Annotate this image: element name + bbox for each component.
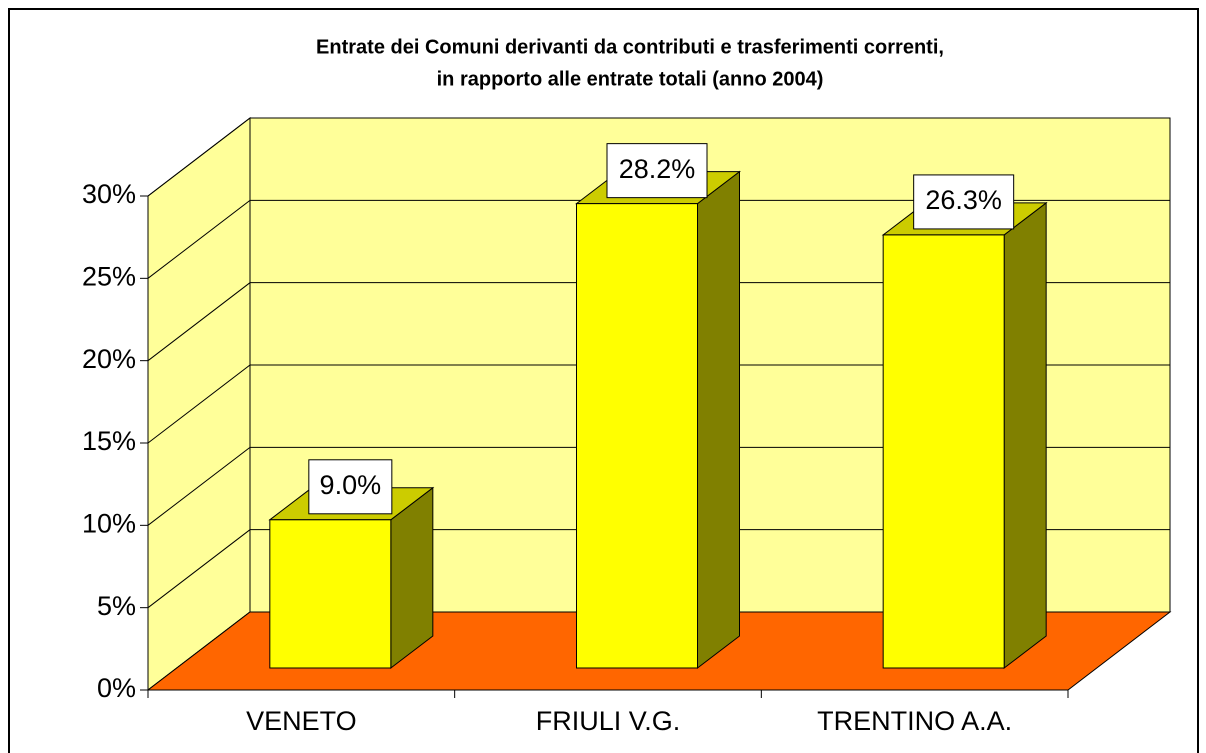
value-label: 9.0% bbox=[320, 470, 382, 500]
value-label: 28.2% bbox=[619, 154, 696, 184]
grid-line bbox=[147, 529, 1170, 609]
chart-title: Entrate dei Comuni derivanti da contribu… bbox=[316, 36, 944, 58]
value-label: 26.3% bbox=[925, 185, 1002, 215]
grid-line bbox=[147, 446, 1170, 526]
y-tick-label: 15% bbox=[82, 426, 136, 456]
y-tick-label: 30% bbox=[82, 179, 136, 209]
bar-side bbox=[1003, 201, 1047, 670]
bar bbox=[269, 519, 392, 669]
bar-side bbox=[697, 170, 740, 670]
bar bbox=[576, 203, 698, 669]
grid-line bbox=[147, 364, 1170, 444]
value-label-box bbox=[308, 459, 393, 515]
grid-line bbox=[147, 199, 1170, 279]
x-tick-label: TRENTINO A.A. bbox=[817, 706, 1012, 736]
value-label-box bbox=[606, 143, 708, 199]
y-tick-label: 25% bbox=[82, 261, 136, 291]
x-tick-label: FRIULI V.G. bbox=[536, 706, 681, 736]
y-tick-label: 0% bbox=[97, 673, 136, 703]
y-tick-label: 10% bbox=[82, 508, 136, 538]
value-label-box bbox=[913, 174, 1015, 230]
grid-line bbox=[147, 117, 1170, 197]
y-tick-label: 20% bbox=[82, 344, 136, 374]
bar bbox=[882, 234, 1005, 669]
grid-line bbox=[147, 282, 1170, 362]
y-tick-label: 5% bbox=[97, 591, 136, 621]
x-tick-label: VENETO bbox=[246, 706, 357, 736]
chart-title: in rapporto alle entrate totali (anno 20… bbox=[437, 68, 824, 90]
